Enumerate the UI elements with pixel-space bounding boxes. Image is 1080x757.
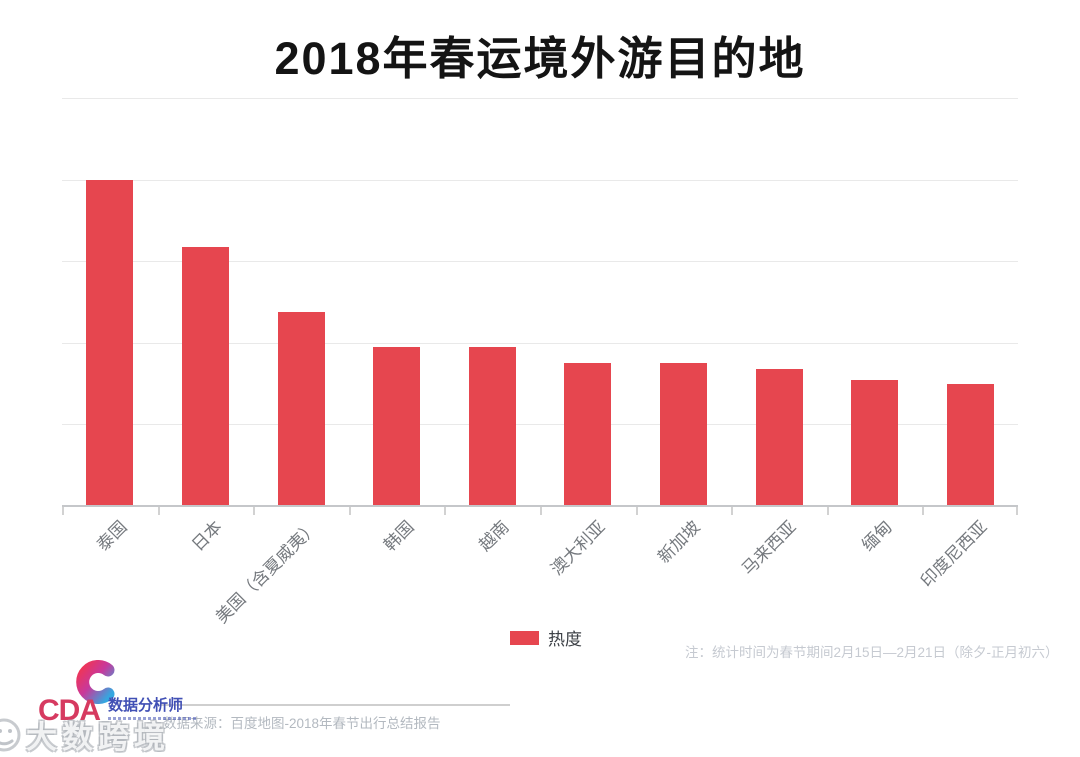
bar [181,246,229,506]
cda-brand-cn-text: 数据分析师 [108,697,184,714]
x-axis-label: 印度尼西亚 [917,517,991,591]
cda-c-mark-icon [76,660,115,704]
x-axis-label: 马来西亚 [738,517,800,579]
watermark: 大数跨境 [0,712,170,757]
x-axis-tick [540,507,542,515]
legend-swatch-icon [510,630,539,645]
cda-brand-microtext [108,716,196,720]
cda-logo: CDA 数据分析师 大数跨境 [0,652,200,755]
bar [755,369,803,506]
bar [564,363,612,506]
x-axis-line [62,505,1018,507]
x-axis-tick [253,507,256,515]
x-axis-label: 缅甸 [857,517,896,555]
watermark-text: 大数跨境 [26,720,170,755]
cda-brand-text: CDA [38,694,101,727]
x-axis-tick [826,507,829,515]
gridline [62,179,1018,181]
bar [851,379,899,506]
bar [277,312,325,506]
bar [468,346,516,506]
watermark-face-icon [0,718,21,751]
gridline [62,424,1018,426]
x-axis-tick [1016,507,1018,515]
page-title: 2018年春运境外游目的地 [274,33,806,84]
bar-chart-plot-area: 泰国 日本 美国（含夏威夷） 韩国 越南 澳大利亚 新加坡 马来西亚 缅甸 印度尼西亚 [62,98,1018,627]
bar [946,383,994,506]
x-axis-label: 澳大利亚 [547,517,609,579]
bar [659,363,707,506]
x-axis-tick [348,507,351,515]
gridline [62,261,1018,263]
bar [373,346,421,506]
x-axis-tick [62,507,64,515]
bar [86,179,134,506]
gridline [62,98,1018,99]
footer-divider [160,704,510,706]
legend: 热度 [510,625,582,650]
footnote: 注：统计时间为春节期间2月15日—2月21日（除夕-正月初六） [685,645,1059,660]
x-axis-label: 新加坡 [654,517,705,567]
x-axis-label: 韩国 [379,517,418,555]
data-source-text: 数据来源：百度地图-2018年春节出行总结报告 [163,716,441,731]
x-axis-tick [157,507,160,515]
x-axis-label: 美国（含夏威夷） [212,517,322,627]
x-axis-label: 日本 [188,517,227,555]
x-axis-tick [444,507,447,515]
x-axis-tick [731,507,734,515]
x-axis-tick [922,507,925,515]
gridline [62,342,1018,344]
x-axis-label: 越南 [475,517,513,555]
x-axis-label: 泰国 [93,517,131,555]
x-axis-tick [635,507,638,515]
legend-label: 热度 [548,630,582,649]
